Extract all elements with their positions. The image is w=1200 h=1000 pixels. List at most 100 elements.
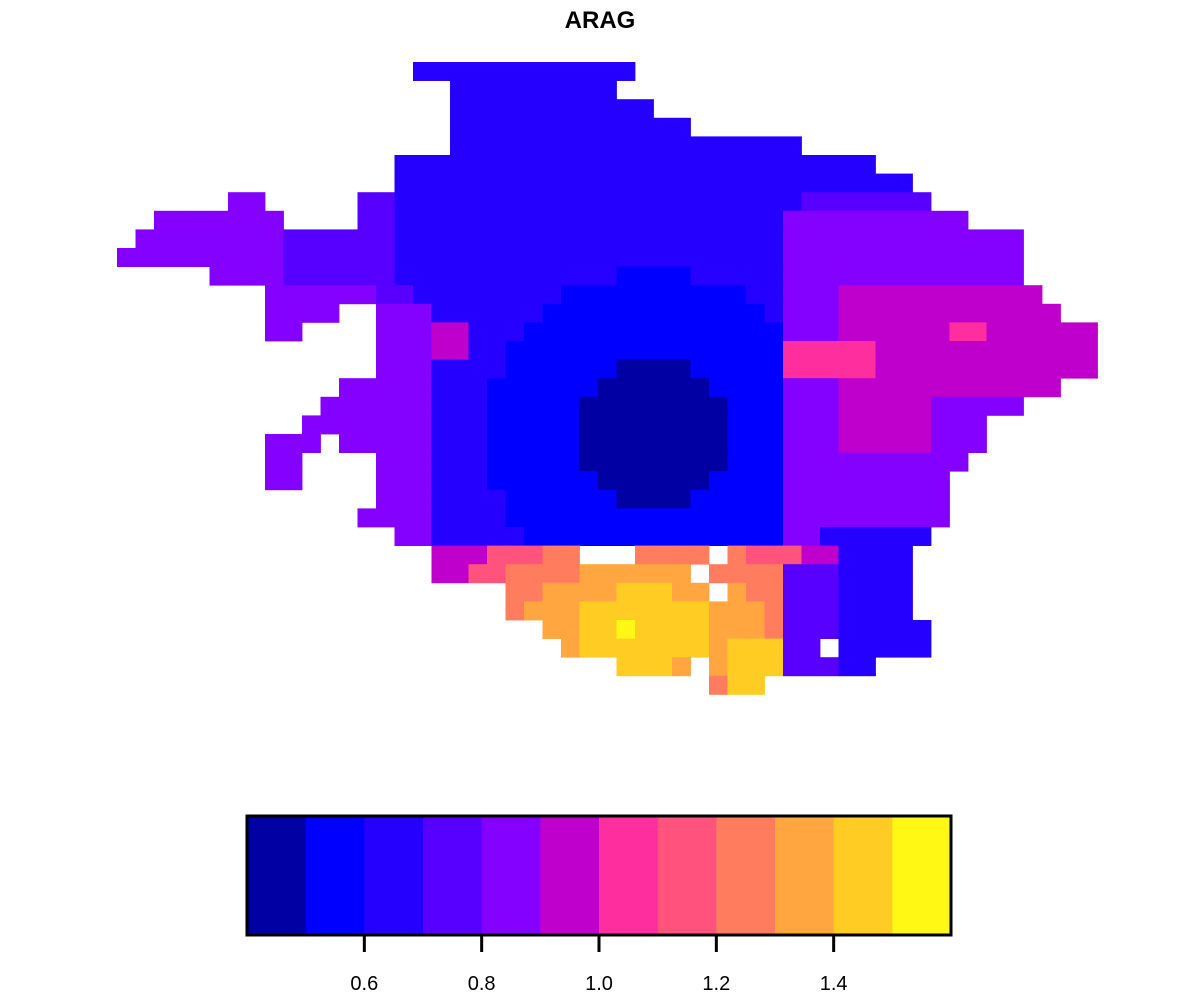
raster-cell (505, 62, 525, 81)
raster-cell (838, 173, 858, 193)
raster-cell (875, 434, 895, 453)
raster-cell (986, 396, 1006, 416)
raster-cell (746, 192, 765, 212)
raster-cell (505, 173, 525, 193)
raster-cell (616, 192, 636, 212)
raster-cell (487, 527, 506, 546)
raster-cell (931, 322, 950, 342)
raster-cell (468, 341, 488, 360)
raster-cell (542, 359, 562, 379)
raster-cell (487, 415, 506, 435)
raster-cell (394, 173, 414, 193)
raster-cell (709, 192, 728, 212)
raster-cell (616, 341, 636, 360)
raster-cell (820, 266, 839, 286)
raster-cell (524, 471, 543, 491)
raster-cell (690, 415, 710, 435)
raster-cell (505, 210, 525, 230)
raster-cell (487, 508, 506, 528)
raster-cell (394, 359, 414, 379)
raster-cell (727, 229, 747, 249)
raster-cell (709, 248, 728, 267)
raster-cell (857, 527, 876, 546)
raster-cell (561, 527, 580, 546)
raster-cell (635, 322, 654, 342)
raster-cell (357, 378, 377, 398)
raster-cell (875, 489, 895, 509)
raster-cell (838, 285, 858, 305)
raster-cell (431, 303, 451, 323)
raster-cell (283, 266, 303, 286)
raster-cell (968, 378, 987, 398)
raster-cell (561, 415, 580, 435)
raster-cell (505, 192, 525, 212)
raster-cell (949, 396, 969, 416)
raster-cell (672, 117, 691, 137)
raster-cell (820, 471, 839, 491)
raster-cell (838, 601, 858, 621)
raster-cell (986, 285, 1006, 305)
raster-cell (746, 638, 765, 658)
raster-cell (986, 359, 1006, 379)
raster-cell (857, 620, 876, 639)
raster-cell (635, 229, 654, 249)
raster-cell (653, 508, 673, 528)
raster-cell (394, 396, 414, 416)
raster-cell (986, 303, 1006, 323)
legend-tick-label: 1.4 (820, 973, 848, 995)
raster-cell (894, 489, 913, 509)
raster-cell (801, 341, 821, 360)
raster-cell (376, 192, 395, 212)
raster-cell (820, 489, 839, 509)
raster-cell (357, 396, 377, 416)
raster-cell (598, 117, 617, 137)
raster-cell (505, 508, 525, 528)
raster-cell (339, 248, 358, 267)
raster-cell (468, 136, 488, 156)
raster-cell (542, 173, 562, 193)
raster-cell (857, 155, 876, 174)
raster-cell (968, 266, 987, 286)
raster-cell (727, 675, 747, 695)
raster-cell (746, 210, 765, 230)
raster-cell (746, 508, 765, 528)
raster-cell (857, 508, 876, 528)
raster-cell (524, 117, 543, 137)
raster-cell (431, 322, 451, 342)
raster-cell (875, 471, 895, 491)
raster-cell (598, 229, 617, 249)
raster-cell (487, 285, 506, 305)
raster-cell (838, 489, 858, 509)
raster-cell (894, 601, 913, 621)
raster-cell (709, 415, 728, 435)
raster-cell (672, 341, 691, 360)
raster-cell (690, 210, 710, 230)
raster-cell (783, 582, 802, 602)
raster-cell (709, 508, 728, 528)
raster-cell (709, 489, 728, 509)
raster-cell (672, 434, 691, 453)
raster-cell (246, 192, 266, 212)
raster-cell (820, 248, 839, 267)
raster-cell (746, 415, 765, 435)
raster-cell (172, 248, 192, 267)
raster-cell (524, 508, 543, 528)
raster-cell (820, 564, 839, 584)
raster-cell (542, 285, 562, 305)
raster-cell (542, 155, 562, 174)
raster-cell (727, 359, 747, 379)
raster-cell (653, 229, 673, 249)
raster-cell (561, 210, 580, 230)
raster-cell (709, 341, 728, 360)
raster-cell (598, 378, 617, 398)
raster-cell (413, 489, 432, 509)
raster-cell (172, 210, 192, 230)
raster-cell (302, 415, 321, 435)
raster-cell (579, 378, 599, 398)
raster-cell (468, 99, 488, 119)
raster-cell (1005, 248, 1024, 267)
raster-cell (894, 415, 913, 435)
raster-cell (468, 248, 488, 267)
raster-cell (838, 471, 858, 491)
